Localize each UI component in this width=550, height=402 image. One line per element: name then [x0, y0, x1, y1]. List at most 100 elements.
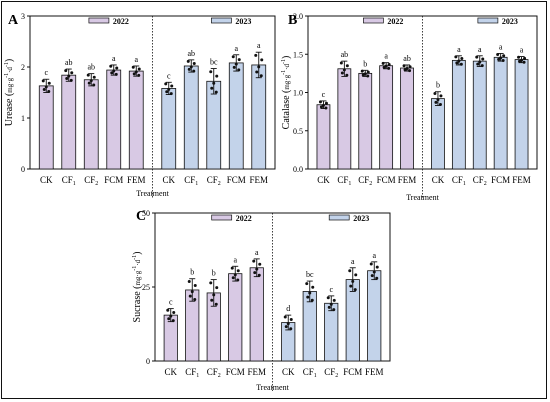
panel-b-sig-letter: b: [363, 59, 367, 68]
panel-c-data-point: [354, 273, 358, 277]
panel-c-data-point: [372, 270, 376, 274]
panel-b-xtick-label: CK: [317, 175, 330, 185]
panel-a-bar-2022-CK: [38, 85, 54, 170]
panel-b-data-point: [408, 65, 412, 69]
panel-a-data-point: [232, 65, 236, 69]
panel-c-data-point: [188, 294, 192, 298]
panel-b-data-point: [433, 91, 437, 95]
panel-a-data-point: [192, 69, 196, 73]
panel-a-data-point: [170, 84, 174, 88]
panel-a-data-point: [41, 79, 45, 83]
panel-c-data-point: [252, 259, 256, 263]
panel-c-data-point: [289, 318, 293, 322]
panel-b-data-point: [481, 57, 485, 61]
panel-b-sig-letter: a: [457, 45, 461, 54]
panel-c-xtick-label: CK: [282, 367, 295, 377]
panel-a-xtick-label: FEM: [127, 175, 146, 185]
panel-a-data-point: [255, 70, 259, 74]
panel-c-xtick-label: CF1: [303, 367, 317, 379]
panel-b-sig-letter: c: [322, 90, 326, 99]
panel-b-sig-letter: a: [499, 42, 503, 51]
panel-c-data-point: [210, 298, 214, 302]
panel-c-data-point: [353, 288, 357, 292]
panel-c-data-point: [171, 319, 175, 323]
panel-a-data-point: [137, 73, 141, 77]
panel-b-data-point: [478, 60, 482, 64]
panel-a-data-point: [237, 58, 241, 62]
panel-c-sig-letter: b: [212, 269, 216, 278]
panel-a-data-point: [165, 90, 169, 94]
panel-b-data-point: [518, 59, 522, 63]
panel-b-bar-2022-CF2: [358, 72, 373, 170]
panel-b-data-point: [439, 94, 443, 98]
panel-c-data-point: [193, 283, 197, 287]
panel-b-data-point: [387, 66, 391, 70]
panel-c-xtick-label: CF2: [324, 367, 338, 379]
panel-c-legend-swatch-2022: [211, 214, 233, 221]
panel-b-data-point: [436, 98, 440, 102]
panel-c-data-point: [231, 276, 235, 280]
panel-c-ylabel-text: Sucrase (mg·g-1·d-1): [132, 252, 143, 323]
panel-a-bar-2023-FCM: [228, 62, 244, 170]
panel-b-ylabel-text: Catalase (mg·g-1·d-1): [281, 56, 292, 130]
panel-b-xtick-label: FEM: [398, 175, 417, 185]
panel-a-data-point: [86, 73, 90, 77]
panel-b-letter: B: [288, 13, 297, 28]
panel-a-sig-letter: a: [234, 44, 238, 53]
panel-c-data-point: [311, 285, 315, 289]
panel-b-data-point: [345, 64, 349, 68]
panel-b-bar-2023-CK: [431, 98, 445, 170]
panel-c-data-point: [236, 278, 240, 282]
panel-b-xlabel: Treatment: [406, 193, 439, 202]
panel-c-data-point: [375, 276, 379, 280]
panel-a-data-point: [132, 72, 136, 76]
panel-c-data-point: [369, 262, 373, 266]
panel-a-legend-label-2022: 2022: [113, 17, 129, 26]
panel-c-data-point: [349, 284, 353, 288]
panel-a-data-point: [209, 70, 213, 74]
panel-a-bar-2022-CF1: [61, 74, 77, 170]
panel-a-ytick-label: 3: [21, 12, 25, 21]
panel-a-data-point: [257, 65, 261, 69]
panel-c-xtick-label: CF1: [185, 367, 199, 379]
panel-c-data-point: [169, 314, 173, 318]
panel-b-data-point: [318, 100, 322, 104]
panel-b-legend-swatch-2023: [477, 17, 499, 24]
panel-c-data-point: [326, 296, 330, 300]
panel-c-data-point: [172, 311, 176, 315]
panel-a-data-point: [131, 65, 135, 69]
panel-c-sig-letter: c: [169, 298, 173, 307]
panel-a-data-point: [212, 81, 216, 85]
panel-a-sig-letter: bc: [210, 58, 218, 67]
panel-a-ylabel: Urease (mg·g-1·d-1): [4, 59, 15, 127]
panel-b-xtick-label: CF2: [358, 175, 372, 187]
panel-a-bar-2022-FEM: [128, 70, 144, 170]
panel-b-bar-2023-FEM: [514, 59, 529, 170]
panel-b-xtick-label: CF2: [473, 175, 487, 187]
panel-c-data-point: [329, 302, 333, 306]
panel-a-sig-letter: ab: [87, 63, 95, 72]
panel-a-legend-swatch-2022: [88, 17, 110, 24]
panel-a-ytick-label: 0: [21, 165, 25, 174]
panel-c-bar-2023-CF2: [324, 302, 339, 362]
panel-b-sig-letter: b: [436, 81, 440, 90]
panel-a-data-point: [237, 68, 241, 72]
panel-a-data-point: [115, 66, 119, 70]
panel-c-data-point: [230, 266, 234, 270]
panel-a-data-point: [231, 55, 235, 59]
panel-b-legend-swatch-2022: [363, 17, 384, 24]
panel-c-data-point: [236, 269, 240, 273]
panel-a-data-point: [259, 74, 263, 78]
panel-c-ytick-label: 25: [142, 283, 150, 292]
panel-c-data-point: [286, 322, 290, 326]
panel-b-data-point: [502, 54, 506, 58]
panel-c-bar-2022-FCM: [228, 273, 243, 362]
panel-b-data-point: [403, 68, 407, 72]
panel-c-data-point: [351, 279, 355, 283]
panel-a-data-point: [260, 58, 264, 62]
panel-c-ylabel: Sucrase (mg·g-1·d-1): [132, 252, 143, 323]
panel-b-data-point: [340, 71, 344, 75]
panel-a-ytick-label: 1: [21, 114, 25, 123]
panel-c-data-point: [214, 302, 218, 306]
